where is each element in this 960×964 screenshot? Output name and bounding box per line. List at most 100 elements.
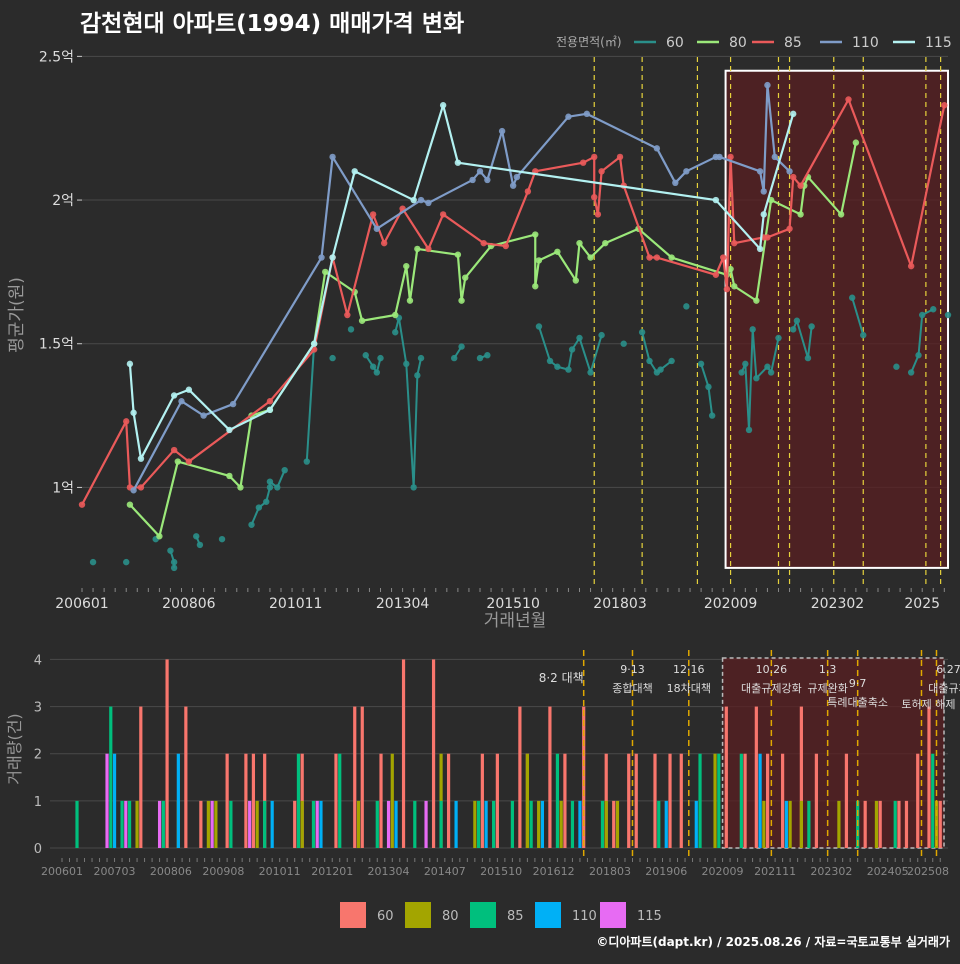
volume-bar (379, 753, 383, 848)
data-point (126, 360, 134, 368)
data-point (193, 533, 200, 540)
data-point (185, 386, 193, 393)
series-60-segment (795, 320, 809, 359)
volume-bar (139, 706, 143, 848)
data-point (668, 357, 675, 365)
volume-bar (713, 753, 717, 848)
data-point (476, 354, 484, 362)
data-point (554, 363, 561, 370)
volume-bar (439, 800, 443, 848)
volume-bar (477, 800, 481, 848)
data-point (218, 535, 226, 543)
series-60 (89, 294, 952, 572)
volume-bar (657, 800, 661, 848)
data-point (657, 366, 664, 373)
data-point (594, 211, 602, 218)
legend-label-115: 115 (637, 909, 662, 924)
legend-title: 전용면적(㎡) (556, 35, 622, 49)
data-point (137, 455, 145, 462)
data-point (414, 245, 421, 253)
data-point (930, 306, 937, 313)
data-point (524, 188, 532, 195)
volume-bar (612, 800, 616, 848)
data-point (450, 354, 458, 362)
volume-bar (431, 659, 436, 848)
volume-bar (717, 753, 721, 848)
data-point (697, 360, 705, 368)
volume-bar (559, 800, 563, 848)
volume-bar (668, 753, 672, 848)
series-115 (126, 102, 797, 462)
data-point (683, 303, 690, 310)
volume-bar (390, 753, 394, 848)
data-point (458, 297, 465, 304)
data-point (509, 182, 517, 189)
data-point (229, 400, 237, 408)
data-point (760, 211, 767, 218)
x-tick-label: 201803 (593, 596, 646, 612)
data-point (771, 153, 778, 161)
data-point (255, 504, 263, 511)
volume-bar (837, 800, 841, 848)
data-point (845, 96, 852, 103)
series-60-segment (397, 317, 408, 365)
series-60-segment (917, 314, 924, 356)
volume-bar (525, 753, 529, 848)
data-point (414, 372, 421, 379)
volume-bar (799, 800, 803, 848)
data-point (170, 558, 178, 566)
x-axis-title: 거래년월 (484, 611, 547, 631)
data-point (535, 257, 543, 264)
data-point (123, 418, 130, 425)
data-point (373, 369, 381, 376)
x-tick-label: 201612 (533, 865, 575, 878)
policy-annotation: 6.27 대출규제 (928, 663, 960, 695)
data-point (598, 168, 605, 175)
x-tick-label: 201011 (269, 596, 322, 612)
data-point (281, 466, 288, 474)
data-point (554, 248, 561, 255)
data-point (170, 446, 178, 454)
data-point (266, 484, 274, 491)
volume-bar (105, 753, 109, 848)
volume-bar (375, 800, 379, 848)
series-60-segment (806, 326, 813, 359)
volume-bar (296, 753, 301, 848)
data-point (369, 363, 377, 370)
volume-bar (473, 800, 477, 848)
data-point (358, 317, 366, 324)
data-point (712, 271, 720, 278)
data-point (274, 484, 281, 491)
y-axis-title: 평균가(원) (7, 277, 27, 353)
series-60-segment (567, 349, 574, 370)
data-point (790, 110, 797, 118)
data-point (742, 360, 749, 368)
x-tick-label: 201304 (376, 596, 430, 612)
volume-bar (739, 753, 743, 848)
data-point (380, 239, 388, 247)
volume-bar (540, 800, 545, 848)
volume-bar (627, 753, 631, 848)
data-point (591, 193, 598, 201)
volume-bar (161, 800, 165, 848)
data-point (860, 331, 867, 339)
data-point (480, 239, 487, 247)
volume-bar (578, 800, 582, 848)
data-point (919, 311, 926, 319)
y-tick-label: 1억 (52, 480, 74, 496)
data-point (705, 383, 712, 391)
data-point (565, 366, 572, 373)
data-point (410, 484, 417, 491)
volume-bar (893, 800, 897, 848)
data-point (178, 398, 185, 405)
policy-label: 대출규제 (928, 682, 960, 695)
top-legend: 전용면적(㎡) 60 80 85 110 115 (556, 35, 952, 51)
volume-bar (878, 800, 882, 848)
series-60-segment (851, 297, 865, 336)
data-point (797, 211, 804, 218)
data-point (616, 153, 624, 161)
x-tick-label: 201803 (589, 865, 631, 878)
volume-bar (251, 753, 256, 848)
volume-bar (931, 753, 935, 848)
